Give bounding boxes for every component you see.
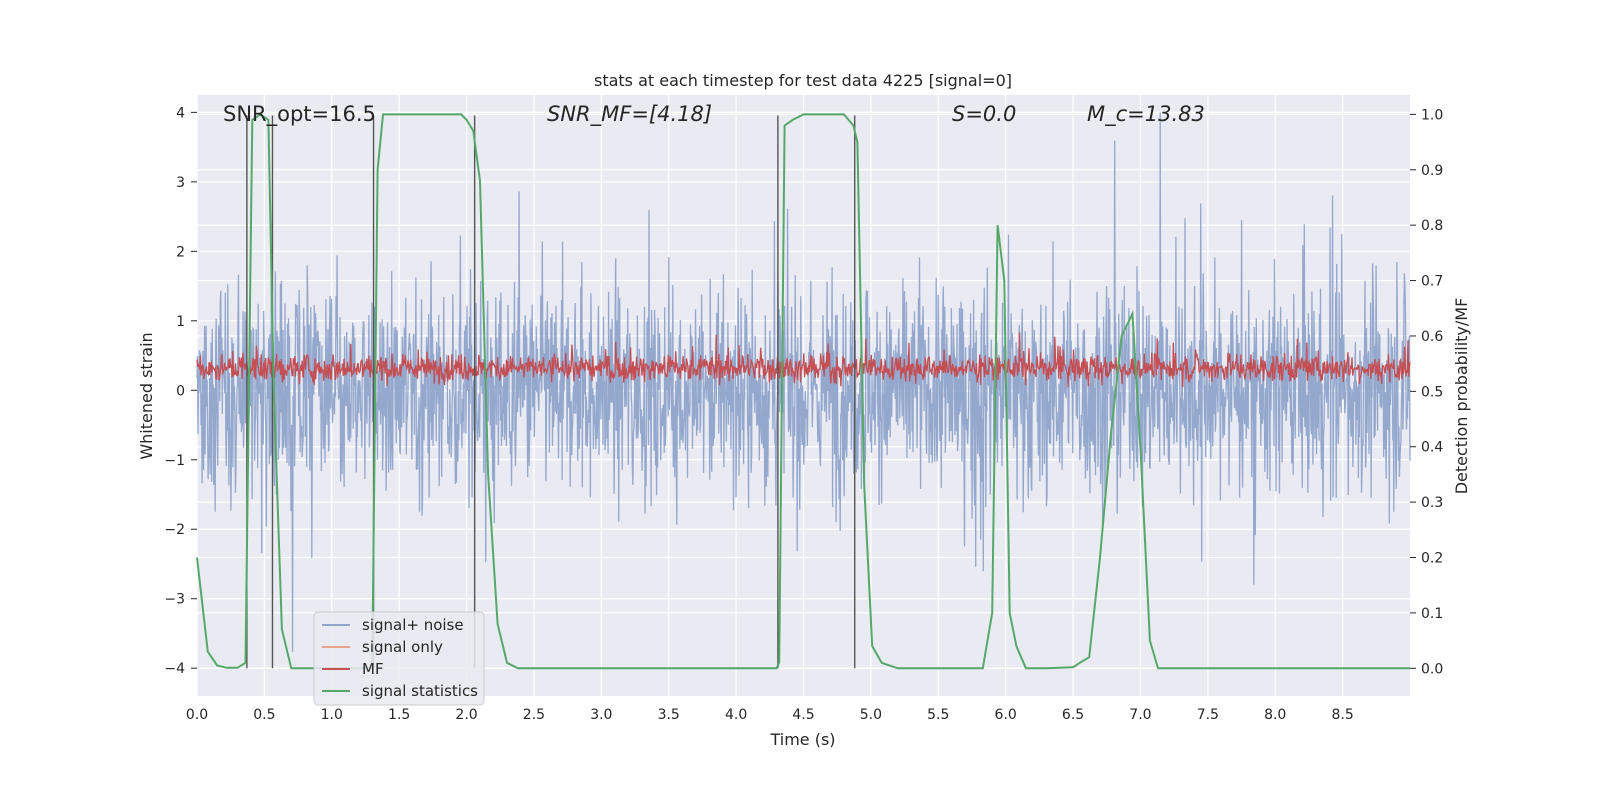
legend-label-signal-only: signal only [362, 638, 443, 656]
y-tick-label: −4 [164, 661, 185, 677]
mf-trace [196, 332, 1411, 389]
legend-label-mf: MF [362, 660, 384, 678]
y-right-tick-label: 0.2 [1421, 551, 1443, 567]
y-right-tick-label: 1.0 [1421, 107, 1443, 123]
x-axis-label: Time (s) [769, 730, 835, 749]
x-tick-label: 2.0 [455, 707, 477, 723]
x-tick-label: 1.5 [388, 707, 410, 723]
mf-series [196, 332, 1411, 389]
annotation-snr-mf: SNR_MF=[4.18] [547, 102, 712, 127]
x-tick-label: 4.5 [792, 707, 814, 723]
y-right-tick-label: 0.0 [1421, 661, 1443, 677]
x-tick-label: 1.0 [321, 707, 343, 723]
x-tick-label: 4.0 [725, 707, 747, 723]
x-tick-label: 6.0 [995, 707, 1017, 723]
legend-box [313, 611, 485, 706]
legend-label-noise: signal+ noise [362, 616, 464, 634]
y-tick-label: −1 [164, 453, 185, 469]
y-tick-label: 1 [176, 314, 185, 330]
x-tick-label: 7.5 [1197, 707, 1219, 723]
annotation-mc: M_c=13.83 [1087, 102, 1205, 127]
y-tick-label: 3 [176, 175, 185, 191]
noise-trace [196, 112, 1411, 652]
x-tick-label: 0.0 [186, 707, 208, 723]
x-tick-label: 8.0 [1264, 707, 1286, 723]
y-right-tick-label: 0.6 [1421, 329, 1443, 345]
y-tick-label: 0 [176, 383, 185, 399]
y-right-tick-label: 0.8 [1421, 218, 1443, 234]
x-tick-label: 5.5 [927, 707, 949, 723]
y-tick-label: 4 [176, 105, 185, 121]
y-right-tick-label: 0.5 [1421, 384, 1443, 400]
x-tick-label: 0.5 [253, 707, 275, 723]
signal-noise-series [196, 112, 1411, 652]
annotation-mc-text: M_c=13.83 [1087, 102, 1205, 127]
legend: signal+ noise signal only MF signal stat… [313, 611, 485, 706]
x-tick-label: 2.5 [523, 707, 545, 723]
x-tick-label: 6.5 [1062, 707, 1084, 723]
x-tick-label: 3.0 [590, 707, 612, 723]
annotation-s: S=0.0 [952, 102, 1016, 126]
y-tick-label: −3 [164, 592, 185, 608]
y-right-tick-label: 0.3 [1421, 495, 1443, 511]
y-right-tick-label: 0.4 [1421, 440, 1443, 456]
annotation-snr-opt: SNR_opt=16.5 [223, 102, 376, 127]
annotation-snr-mf-text: SNR_MF=[4.18] [547, 102, 712, 127]
y-right-tick-label: 0.7 [1421, 274, 1443, 290]
y-right-tick-labels: 1.0 0.9 0.8 0.7 0.6 0.5 0.4 0.3 0.2 0.1 0.0 [1410, 107, 1443, 677]
annotation-s-text: S=0.0 [952, 102, 1016, 126]
y-tick-label: −2 [164, 522, 185, 538]
chart-title: stats at each timestep for test data 422… [594, 71, 1012, 90]
annotation-snr-opt-text: SNR_opt=16.5 [223, 102, 376, 127]
y-right-axis-label: Detection probability/MF [1452, 298, 1471, 495]
x-tick-label: 3.5 [658, 707, 680, 723]
x-tick-labels: 0.0 0.5 1.0 1.5 2.0 2.5 3.0 3.5 4.0 4.5 5.0 5.5 6.0 6… [186, 707, 1354, 723]
y-axis-label: Whitened strain [137, 332, 156, 459]
y-tick-labels: 4 3 2 1 0 −1 −2 −3 −4 [164, 105, 197, 677]
y-right-tick-label: 0.1 [1421, 606, 1443, 622]
x-tick-label: 5.0 [860, 707, 882, 723]
y-tick-label: 2 [176, 244, 185, 260]
x-tick-label: 7.0 [1129, 707, 1151, 723]
x-tick-label: 8.5 [1331, 707, 1353, 723]
y-right-tick-label: 0.9 [1421, 163, 1443, 179]
legend-label-statistics: signal statistics [362, 682, 478, 700]
